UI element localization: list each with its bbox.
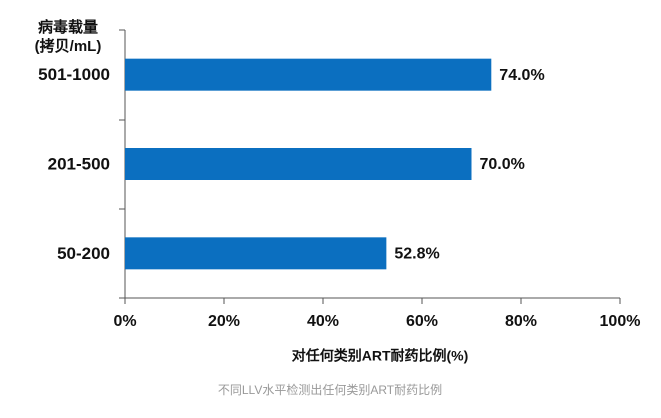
y-axis-label: (拷贝/mL) <box>35 37 102 55</box>
x-tick-label: 80% <box>505 313 537 330</box>
x-tick-label: 0% <box>113 313 136 330</box>
bar <box>125 58 492 91</box>
y-axis-label: 病毒载量 <box>38 18 98 36</box>
y-tick-label: 50-200 <box>57 244 110 263</box>
x-axis-label: 对任何类别ART耐药比例(%) <box>292 348 469 364</box>
value-label: 74.0% <box>499 67 544 84</box>
value-label: 70.0% <box>480 156 525 173</box>
y-tick-label: 201-500 <box>48 154 110 173</box>
y-tick-label: 501-1000 <box>38 65 110 84</box>
bar <box>125 237 387 270</box>
caption: 不同LLV水平检测出任何类别ART耐药比例 <box>218 382 442 397</box>
x-tick-label: 20% <box>208 313 240 330</box>
x-tick-label: 40% <box>307 313 339 330</box>
x-tick-label: 100% <box>600 313 641 330</box>
x-tick-label: 60% <box>406 313 438 330</box>
bar <box>125 148 472 180</box>
value-label: 52.8% <box>394 246 439 263</box>
